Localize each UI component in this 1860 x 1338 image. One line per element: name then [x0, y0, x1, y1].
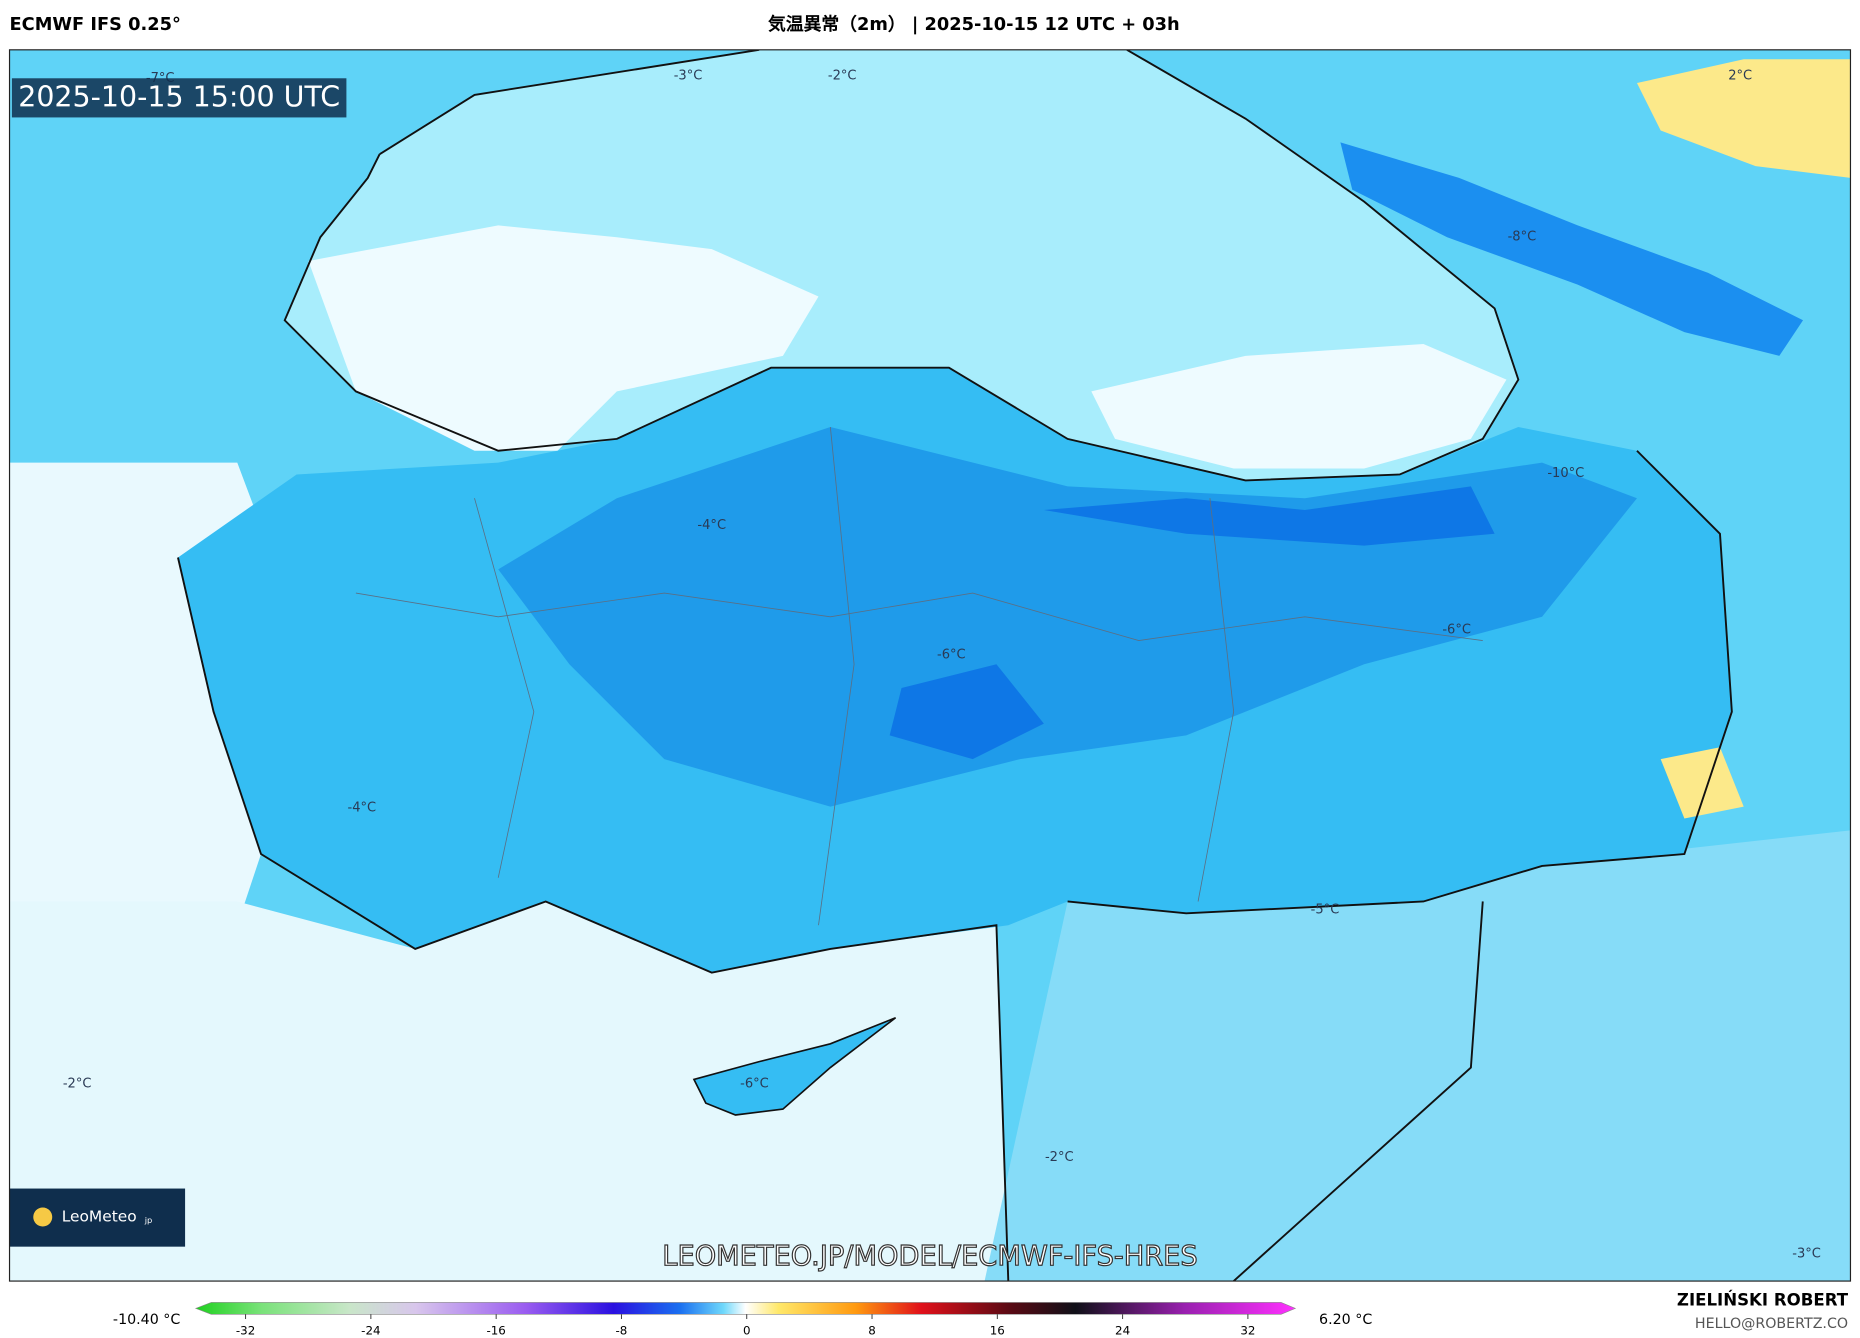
map-title: 気温異常（2m） | 2025-10-15 12 UTC + 03h [768, 13, 1180, 35]
colorbar-tick-label: 16 [990, 1323, 1005, 1337]
colorbar [194, 1302, 1297, 1315]
contour-label: -2°C [828, 68, 857, 83]
coastline [283, 49, 1520, 482]
province-line [818, 426, 855, 926]
colorbar-tick-label: 8 [868, 1323, 876, 1337]
coastline [379, 49, 760, 156]
contour-label: -6°C [1442, 622, 1471, 637]
mediterranean-light [9, 901, 1009, 1282]
colorbar-tick-label: 0 [743, 1323, 751, 1337]
contour-label: -6°C [740, 1077, 769, 1092]
contour-label: -3°C [674, 68, 703, 83]
border-line [1233, 901, 1484, 1282]
logo-suffix: jp [144, 1215, 153, 1225]
contour-labels: -7°C-3°C-2°C2°C-8°C-10°C-4°C-6°C-6°C-4°C… [63, 68, 1821, 1261]
anomaly-darker [1043, 486, 1495, 546]
colorbar-min: -10.40 °C [113, 1312, 180, 1328]
anomaly-darker [889, 664, 1044, 760]
warm-patch [1660, 747, 1744, 819]
colorbar-max: 6.20 °C [1319, 1312, 1372, 1328]
province-line [474, 498, 535, 878]
valid-time: 2025-10-15 15:00 UTC [18, 80, 340, 113]
coastline [177, 557, 1010, 1282]
contour-label: -2°C [63, 1077, 92, 1092]
time-box [11, 78, 347, 118]
logo-sun [33, 1207, 53, 1227]
contour-label: -10°C [1547, 466, 1584, 481]
contour-label: -4°C [697, 518, 726, 533]
warm-patch [1636, 59, 1851, 178]
colorbar-tick-label: 24 [1115, 1323, 1130, 1337]
border-line [1067, 450, 1733, 915]
contour-label: 2°C [1728, 68, 1752, 83]
colorbar-tick-label: -24 [361, 1323, 380, 1337]
contour-label: -2°C [1045, 1150, 1074, 1165]
province-line [355, 592, 1483, 641]
model-name: ECMWF IFS 0.25° [10, 14, 181, 35]
black-sea-white-east [1091, 343, 1507, 469]
caucasus-band [1340, 142, 1804, 356]
contour-label: -8°C [1508, 230, 1537, 245]
syria-region [984, 830, 1851, 1282]
colorbar-tick-label: -32 [236, 1323, 255, 1337]
author: ZIELIŃSKI ROBERT [1677, 1291, 1849, 1310]
watermark: LEOMETEO.JP/MODEL/ECMWF-IFS-HRES [662, 1241, 1197, 1272]
map-frame [8, 49, 1852, 1282]
contour-label: -6°C [937, 647, 966, 662]
colorbar-tick-label: -16 [486, 1323, 505, 1337]
province-line [1197, 498, 1235, 902]
email: HELLO@ROBERTZ.CO [1695, 1316, 1848, 1332]
contour-label: -4°C [348, 800, 377, 815]
contour-label: -5°C [1311, 902, 1340, 917]
map-area: -7°C-3°C-2°C2°C-8°C-10°C-4°C-6°C-6°C-4°C… [9, 49, 1851, 1282]
colorbar-tick-label: 32 [1240, 1323, 1255, 1337]
logo-name: LeoMeteo [62, 1208, 137, 1226]
colorbar-tick-label: -8 [616, 1323, 628, 1337]
colorbar-ticks: -32 -24 -16 -8 0 8 16 24 32 [236, 1314, 1255, 1337]
black-sea-white [308, 225, 819, 451]
cyprus [692, 1016, 897, 1116]
contour-label: -3°C [1792, 1246, 1821, 1261]
